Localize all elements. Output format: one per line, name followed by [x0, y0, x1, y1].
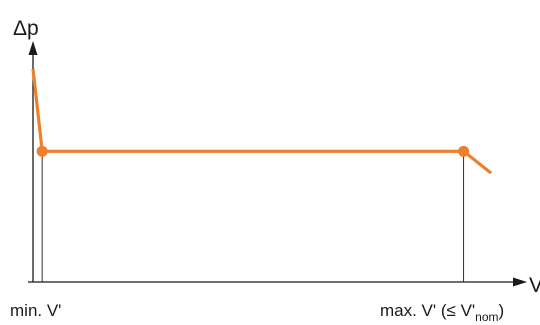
tick-label-max-close: ) [499, 301, 505, 320]
tick-label-max-main: max. V' (≤ V' [380, 301, 475, 320]
tick-label-max-sub: nom [475, 310, 498, 324]
tick-label-min: min. V' [10, 301, 61, 320]
tick-label-max: max. V' (≤ V'nom) [380, 301, 504, 324]
y-axis-arrow-icon [28, 41, 38, 55]
series-point-min [36, 145, 48, 157]
x-axis-label: V' [529, 274, 540, 297]
series-point-max [458, 145, 470, 157]
y-axis-label: Δp [13, 17, 39, 40]
series-line [31, 68, 493, 175]
x-axis-arrow-icon [513, 277, 527, 287]
